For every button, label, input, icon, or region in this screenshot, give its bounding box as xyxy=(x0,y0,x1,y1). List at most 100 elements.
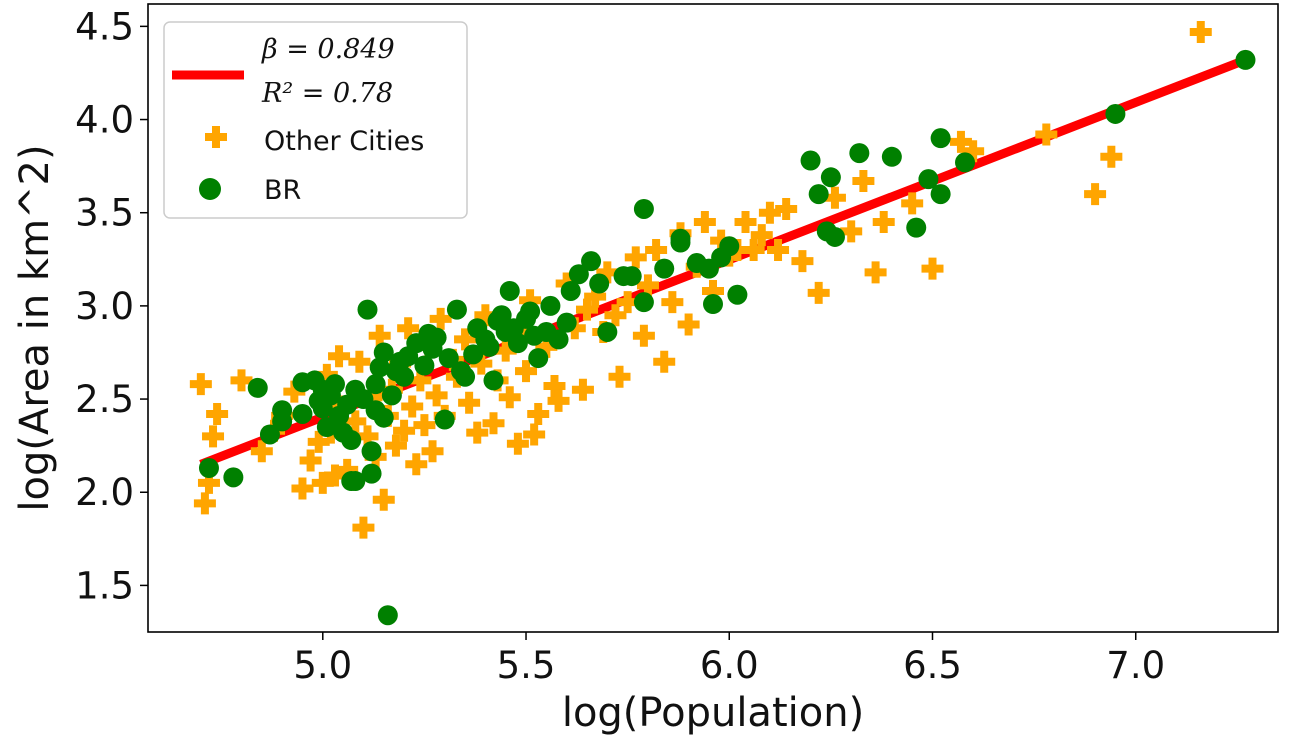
other-city-point xyxy=(1084,183,1107,206)
legend-plus-marker xyxy=(205,126,227,148)
br-point xyxy=(881,146,902,167)
y-tick-label: 3.0 xyxy=(75,285,134,328)
br-point xyxy=(808,184,829,205)
other-city-point xyxy=(413,414,436,437)
x-tick-label: 6.5 xyxy=(903,644,962,687)
other-city-point xyxy=(197,471,220,494)
br-point xyxy=(373,407,394,428)
other-city-point xyxy=(734,211,757,234)
other-city-point xyxy=(409,369,432,392)
y-axis-label: log(Area in km^2) xyxy=(12,144,58,511)
br-point xyxy=(394,366,415,387)
x-tick-label: 5.0 xyxy=(293,644,352,687)
other-city-point xyxy=(384,434,407,457)
other-city-point xyxy=(344,410,367,433)
br-point xyxy=(446,299,467,320)
other-city-point xyxy=(636,274,659,297)
other-city-point xyxy=(758,201,781,224)
other-city-point xyxy=(864,261,887,284)
br-point xyxy=(820,167,841,188)
other-city-point xyxy=(393,419,416,442)
other-city-point xyxy=(498,386,521,409)
other-city-point xyxy=(852,170,875,193)
br-point xyxy=(633,292,654,313)
br-point xyxy=(507,333,528,354)
br-point xyxy=(621,266,642,287)
other-city-point xyxy=(523,423,546,446)
other-city-point xyxy=(454,328,477,351)
y-tick-label: 2.0 xyxy=(75,471,134,514)
other-city-point xyxy=(527,402,550,425)
other-city-point xyxy=(1189,20,1212,43)
y-tick-label: 3.5 xyxy=(75,192,134,235)
other-city-point xyxy=(401,395,424,418)
other-city-point xyxy=(328,345,351,368)
other-city-point xyxy=(624,246,647,269)
y-tick-label: 4.5 xyxy=(75,5,134,48)
other-city-point xyxy=(616,291,639,314)
other-city-point xyxy=(356,425,379,448)
other-city-point xyxy=(653,350,676,373)
br-point xyxy=(906,217,927,238)
br-point xyxy=(247,377,268,398)
other-city-point xyxy=(543,375,566,398)
other-city-point xyxy=(901,192,924,215)
other-city-point xyxy=(202,425,225,448)
other-city-point xyxy=(1035,123,1058,146)
other-city-point xyxy=(571,378,594,401)
br-point xyxy=(1235,49,1256,70)
other-city-point xyxy=(466,421,489,444)
br-point xyxy=(670,232,691,253)
other-city-point xyxy=(962,140,985,163)
other-city-point xyxy=(315,363,338,386)
other-city-point xyxy=(677,313,700,336)
other-city-point xyxy=(742,238,765,261)
other-city-point xyxy=(791,250,814,273)
other-city-point xyxy=(604,304,627,327)
other-city-point xyxy=(767,238,790,261)
br-point xyxy=(849,143,870,164)
other-city-point xyxy=(584,285,607,308)
other-city-point xyxy=(645,238,668,261)
other-city-point xyxy=(283,380,306,403)
other-city-point xyxy=(840,220,863,243)
other-city-point xyxy=(1100,145,1123,168)
other-city-point xyxy=(775,197,798,220)
other-city-point xyxy=(470,352,493,375)
br-point xyxy=(337,394,358,415)
other-city-point xyxy=(535,335,558,358)
y-axis-ticks: 1.5 2.0 2.5 3.0 3.5 4.0 4.5 xyxy=(75,5,148,607)
br-point xyxy=(560,280,581,301)
other-city-point xyxy=(474,304,497,327)
other-city-point xyxy=(632,324,655,347)
br-point xyxy=(357,299,378,320)
br-point xyxy=(345,471,366,492)
br-point xyxy=(703,294,723,315)
br-point xyxy=(483,370,504,391)
other-city-point xyxy=(206,402,229,425)
other-city-point xyxy=(250,440,273,463)
y-tick-label: 4.0 xyxy=(75,99,134,142)
other-city-point xyxy=(368,324,391,347)
br-point xyxy=(377,605,398,626)
br-point xyxy=(918,169,939,190)
y-tick-label: 1.5 xyxy=(75,564,134,607)
br-point xyxy=(259,424,280,445)
br-point xyxy=(528,348,549,369)
br-point xyxy=(520,301,541,322)
other-city-point xyxy=(515,360,538,383)
other-city-point xyxy=(299,449,322,472)
br-point xyxy=(361,441,382,462)
br-point xyxy=(654,258,675,279)
other-city-point xyxy=(807,281,830,304)
other-city-point xyxy=(519,289,542,312)
other-city-point xyxy=(482,412,505,435)
other-city-point xyxy=(872,211,895,234)
br-point xyxy=(414,355,435,376)
br-point xyxy=(361,463,382,484)
br-point xyxy=(800,150,821,171)
other-city-point xyxy=(429,307,452,330)
other-city-point xyxy=(750,224,773,247)
x-tick-label: 7.0 xyxy=(1106,644,1165,687)
